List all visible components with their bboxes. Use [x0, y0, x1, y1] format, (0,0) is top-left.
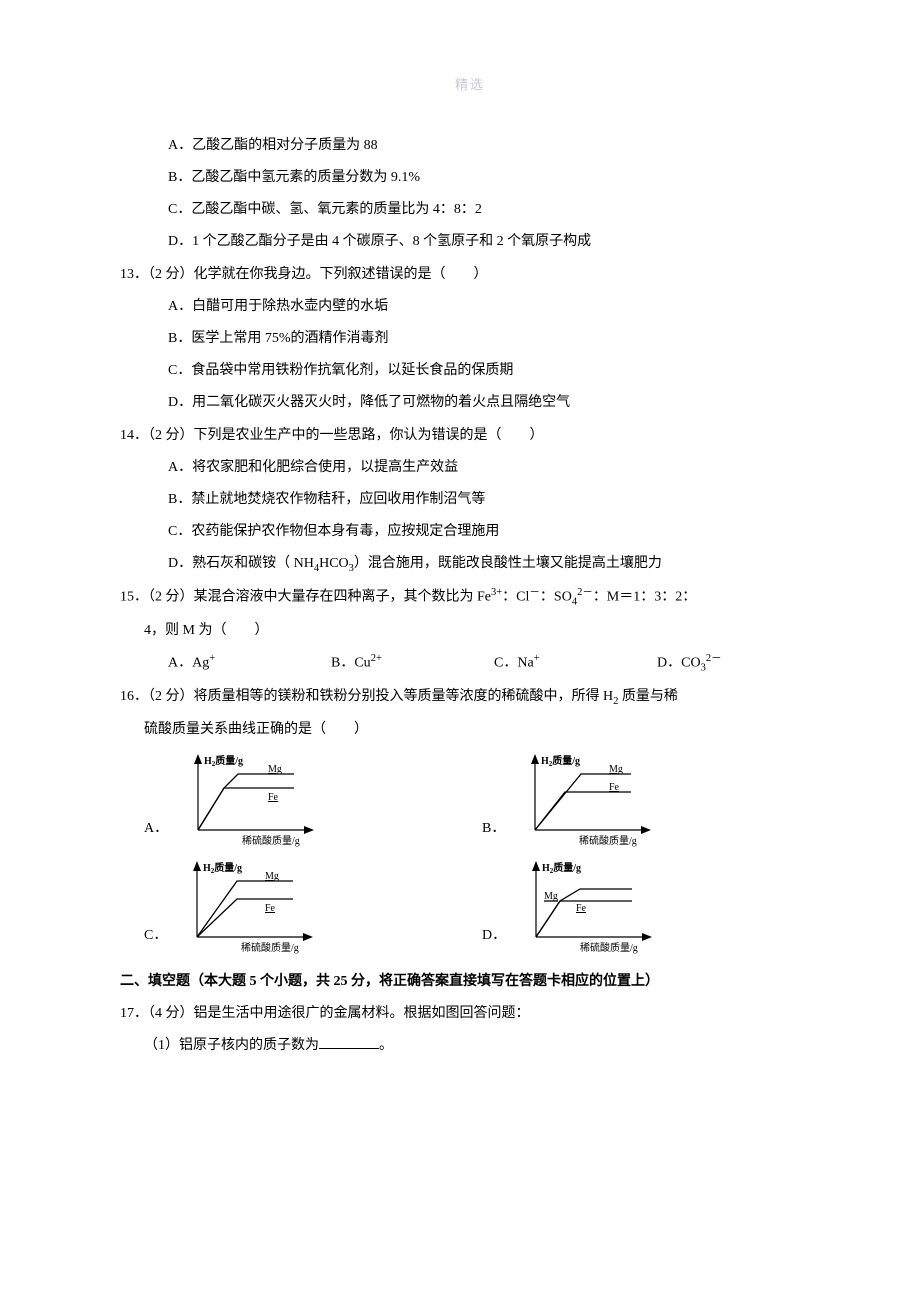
q16-chart-c-cell: C． H2质量/g 稀硫酸质量/g Mg Fe [144, 853, 482, 960]
q15-stem-pre: 15．（2 分）某混合溶液中大量存在四种离子，其个数比为 Fe [120, 590, 491, 605]
q15-stem-m2: ：SO [540, 590, 572, 605]
svg-text:稀硫酸质量/g: 稀硫酸质量/g [242, 834, 300, 847]
q12-opt-c: C．乙酸乙酯中碳、氢、氧元素的质量比为 4：8：2 [120, 194, 820, 226]
q14-opt-d: D．熟石灰和碳铵（ NH4HCO3）混合施用，既能改良酸性土壤又能提高土壤肥力 [120, 548, 820, 581]
q14-stem: 14．（2 分）下列是农业生产中的一些思路，你认为错误的是（ ） [120, 420, 820, 452]
q15-d-sub: 3 [701, 663, 706, 674]
svg-text:Fe: Fe [265, 903, 276, 914]
watermark: 精选 [120, 70, 820, 100]
q16-chart-d: H2质量/g 稀硫酸质量/g Mg Fe [512, 859, 665, 954]
q13-opt-d: D．用二氧化碳灭火器灭火时，降低了可燃物的着火点且隔绝空气 [120, 387, 820, 419]
q16-charts: A． H2质量/g 稀硫酸质量/g Mg Fe B． [120, 746, 820, 960]
q14-d-pre: D．熟石灰和碳铵（ NH [168, 556, 314, 571]
q17-stem: 17．（4 分）铝是生活中用途很广的金属材料。根据如图回答问题： [120, 998, 820, 1030]
svg-text:Mg: Mg [265, 871, 279, 882]
q14-d-post: ）混合施用，既能改良酸性土壤又能提高土壤肥力 [354, 556, 662, 571]
q17-sub1-post: 。 [379, 1038, 393, 1053]
svg-text:Fe: Fe [268, 792, 279, 803]
q15-opt-b: B．Cu2+ [331, 647, 494, 681]
q15-stem-m1: ：Cl [502, 590, 529, 605]
q16-chart-c: H2质量/g 稀硫酸质量/g Mg Fe [173, 859, 326, 954]
q14-opt-b: B．禁止就地焚烧农作物秸秆，应回收用作制沼气等 [120, 484, 820, 516]
q15-stem-l2: 4，则 M 为（ ） [120, 615, 820, 647]
q15-d-sup: 2－ [706, 653, 722, 664]
q17-sub1: （1）铝原子核内的质子数为 。 [120, 1030, 820, 1062]
q16-chart-b-cell: B． H2质量/g 稀硫酸质量/g Mg Fe [482, 746, 820, 853]
q15-opt-a: A．Ag+ [168, 647, 331, 681]
q16-stem-l1b: 质量与稀 [618, 689, 678, 704]
q15-opts: A．Ag+ B．Cu2+ C．Na+ D．CO32－ [120, 647, 820, 681]
q15-a-pre: A．Ag [168, 656, 209, 671]
q16-stem-l1: 16．（2 分）将质量相等的镁粉和铁粉分别投入等质量等浓度的稀硫酸中，所得 H2… [120, 681, 820, 714]
q12-opt-b: B．乙酸乙酯中氢元素的质量分数为 9.1% [120, 162, 820, 194]
svg-text:Mg: Mg [544, 891, 558, 902]
q15-opt-d: D．CO32－ [657, 647, 820, 681]
q15-fe-sup: 3+ [491, 587, 502, 598]
q13-stem: 13．（2 分）化学就在你我身边。下列叙述错误的是（ ） [120, 259, 820, 291]
q14-d-mid: HCO [319, 556, 349, 571]
q14-opt-a: A．将农家肥和化肥综合使用，以提高生产效益 [120, 452, 820, 484]
q12-opt-a: A．乙酸乙酯的相对分子质量为 88 [120, 130, 820, 162]
q16-chart-d-label: D． [482, 920, 512, 954]
svg-text:Fe: Fe [609, 782, 620, 793]
q12-opt-d: D．1 个乙酸乙酯分子是由 4 个碳原子、8 个氢原子和 2 个氧原子构成 [120, 226, 820, 258]
svg-text:Mg: Mg [609, 764, 623, 775]
svg-text:稀硫酸质量/g: 稀硫酸质量/g [580, 941, 638, 954]
q15-b-pre: B．Cu [331, 656, 371, 671]
q16-chart-d-cell: D． H2质量/g 稀硫酸质量/g Mg Fe [482, 853, 820, 960]
blank-fill[interactable] [319, 1035, 379, 1049]
q16-stem-l1a: 16．（2 分）将质量相等的镁粉和铁粉分别投入等质量等浓度的稀硫酸中，所得 H [120, 689, 613, 704]
q15-a-sup: + [209, 653, 215, 664]
q16-chart-a: H2质量/g 稀硫酸质量/g Mg Fe [174, 752, 327, 847]
q13-opt-b: B．医学上常用 75%的酒精作消毒剂 [120, 323, 820, 355]
q13-opt-a: A．白醋可用于除热水壶内壁的水垢 [120, 291, 820, 323]
svg-text:H2质量/g: H2质量/g [204, 754, 243, 768]
q16-chart-b: H2质量/g 稀硫酸质量/g Mg Fe [511, 752, 664, 847]
q15-d-pre: D．CO [657, 656, 701, 671]
section2-head: 二、填空题（本大题 5 个小题，共 25 分，将正确答案直接填写在答题卡相应的位… [120, 966, 820, 998]
q16-chart-b-label: B． [482, 813, 511, 847]
q16-chart-c-label: C． [144, 920, 173, 954]
q15-so4-sup: 2－ [577, 587, 593, 598]
q15-opt-c: C．Na+ [494, 647, 657, 681]
q15-cl-sup: － [529, 587, 540, 598]
q15-b-sup: 2+ [371, 653, 382, 664]
svg-text:H2质量/g: H2质量/g [542, 861, 581, 875]
q15-stem-l1: 15．（2 分）某混合溶液中大量存在四种离子，其个数比为 Fe3+：Cl－：SO… [120, 581, 820, 615]
q15-c-pre: C．Na [494, 656, 534, 671]
q14-opt-c: C．农药能保护农作物但本身有毒，应按规定合理施用 [120, 516, 820, 548]
q15-stem-m3: ：M＝1：3：2： [593, 590, 696, 605]
svg-text:Mg: Mg [268, 764, 282, 775]
q15-so4-sub: 4 [572, 597, 577, 608]
q15-c-sup: + [534, 653, 540, 664]
q17-sub1-pre: （1）铝原子核内的质子数为 [144, 1038, 319, 1053]
svg-text:稀硫酸质量/g: 稀硫酸质量/g [241, 941, 299, 954]
q16-chart-a-cell: A． H2质量/g 稀硫酸质量/g Mg Fe [144, 746, 482, 853]
svg-text:H2质量/g: H2质量/g [541, 754, 580, 768]
svg-text:Fe: Fe [576, 903, 587, 914]
q13-opt-c: C．食品袋中常用铁粉作抗氧化剂，以延长食品的保质期 [120, 355, 820, 387]
svg-text:稀硫酸质量/g: 稀硫酸质量/g [579, 834, 637, 847]
svg-text:H2质量/g: H2质量/g [203, 861, 242, 875]
q16-stem-l2: 硫酸质量关系曲线正确的是（ ） [120, 714, 820, 746]
q16-chart-a-label: A． [144, 813, 174, 847]
